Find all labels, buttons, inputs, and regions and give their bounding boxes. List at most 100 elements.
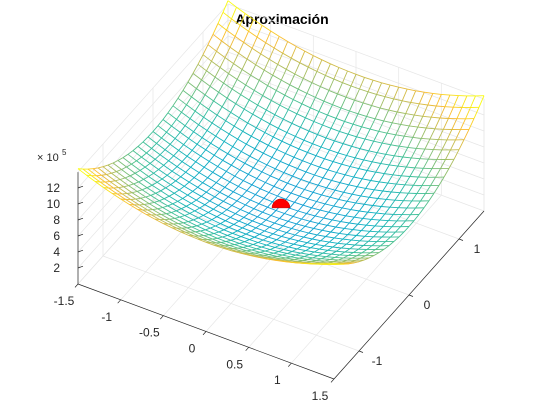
mesh-segment (207, 44, 217, 52)
mesh-segment (216, 114, 226, 122)
mesh-segment (280, 153, 286, 162)
mesh-segment (263, 197, 273, 203)
chart-title: Aproximación (235, 11, 328, 27)
mesh-segment (250, 199, 260, 205)
mesh-segment (323, 100, 333, 106)
mesh-segment (441, 93, 450, 96)
mesh-segment (336, 250, 345, 253)
mesh-segment (327, 224, 336, 228)
mesh-segment (291, 113, 298, 124)
mesh-segment (326, 219, 333, 226)
mesh-segment (227, 232, 233, 236)
z-tick-mark (77, 217, 84, 221)
mesh-segment (251, 36, 258, 49)
mesh-segment (420, 193, 426, 202)
mesh-segment (369, 128, 379, 132)
mesh-segment (236, 158, 246, 164)
mesh-segment (178, 189, 188, 196)
mesh-segment (194, 210, 204, 216)
mesh-segment (269, 249, 279, 253)
mesh-segment (256, 248, 266, 252)
axis-layer (74, 172, 485, 383)
z-tick-label: 4 (53, 245, 60, 259)
mesh-segment (213, 100, 223, 108)
mesh-segment (223, 226, 230, 231)
mesh-segment (168, 160, 178, 167)
mesh-segment (383, 109, 390, 122)
mesh-segment (91, 175, 101, 183)
mesh-segment (215, 242, 225, 247)
mesh-segment (253, 208, 263, 213)
mesh-segment (278, 172, 285, 180)
mesh-segment (238, 108, 245, 119)
mesh-segment (346, 239, 352, 245)
mesh-segment (309, 97, 316, 108)
mesh-segment (478, 95, 485, 108)
mesh-segment (145, 194, 151, 198)
mesh-segment (190, 231, 200, 237)
mesh-segment (283, 164, 290, 173)
mesh-segment (166, 131, 176, 139)
mesh-segment (230, 158, 237, 166)
mesh-segment (203, 116, 213, 124)
mesh-segment (345, 215, 355, 218)
mesh-segment (364, 128, 371, 140)
mesh-segment (339, 121, 345, 132)
mesh-segment (286, 123, 293, 133)
mesh-segment (224, 186, 234, 193)
mesh-segment (196, 225, 206, 231)
mesh-segment (237, 180, 244, 187)
mesh-segment (282, 41, 289, 54)
mesh-segment (288, 109, 298, 115)
mesh-segment (233, 125, 243, 132)
mesh-segment (324, 196, 331, 205)
mesh-segment (347, 229, 354, 235)
mesh-segment (268, 254, 278, 257)
mesh-segment (220, 120, 227, 129)
mesh-segment (200, 229, 206, 232)
mesh-segment (183, 138, 189, 145)
mesh-segment (172, 105, 182, 113)
mesh-segment (338, 198, 348, 202)
mesh-segment (266, 157, 273, 166)
mesh-segment (226, 88, 233, 99)
mesh-segment (184, 125, 194, 133)
mesh-segment (168, 155, 174, 162)
mesh-segment (173, 223, 183, 229)
mesh-segment (293, 243, 303, 247)
mesh-segment (270, 210, 277, 216)
mesh-segment (334, 189, 344, 193)
mesh-segment (181, 161, 191, 168)
mesh-segment (125, 199, 135, 206)
mesh-segment (248, 208, 255, 214)
mesh-segment (238, 220, 248, 226)
mesh-segment (131, 190, 138, 194)
mesh-segment (410, 90, 417, 103)
mesh-segment (280, 69, 287, 81)
mesh-segment (193, 177, 203, 184)
mesh-segment (251, 249, 261, 253)
mesh-segment (265, 175, 271, 183)
z-exponent-power: 5 (62, 148, 67, 157)
pane-edge (227, 3, 485, 100)
mesh-segment (149, 158, 156, 164)
mesh-segment (322, 169, 329, 179)
mesh-segment (314, 251, 323, 254)
mesh-segment (366, 245, 373, 250)
mesh-segment (420, 127, 427, 139)
mesh-segment (341, 163, 351, 167)
mesh-segment (353, 210, 360, 218)
mesh-segment (224, 57, 234, 64)
mesh-segment (436, 105, 445, 108)
mesh-segment (473, 107, 480, 119)
mesh-segment (225, 120, 235, 127)
mesh-segment (203, 109, 209, 118)
mesh-segment (316, 194, 322, 202)
mesh-segment (299, 62, 309, 68)
mesh-segment (77, 168, 87, 176)
mesh-segment (313, 111, 320, 122)
mesh-segment (133, 181, 139, 185)
mesh-segment (340, 221, 350, 224)
y-tick-label: -1 (372, 354, 383, 368)
y-tick-label: 1 (474, 242, 481, 256)
